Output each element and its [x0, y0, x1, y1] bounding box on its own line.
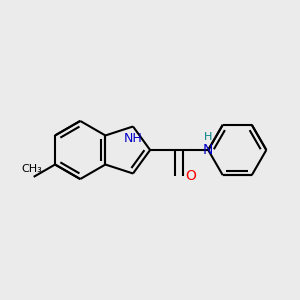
Text: H: H — [204, 132, 212, 142]
Text: CH₃: CH₃ — [22, 164, 42, 174]
Text: O: O — [185, 169, 196, 183]
Text: N: N — [203, 143, 213, 157]
Text: NH: NH — [124, 132, 142, 145]
